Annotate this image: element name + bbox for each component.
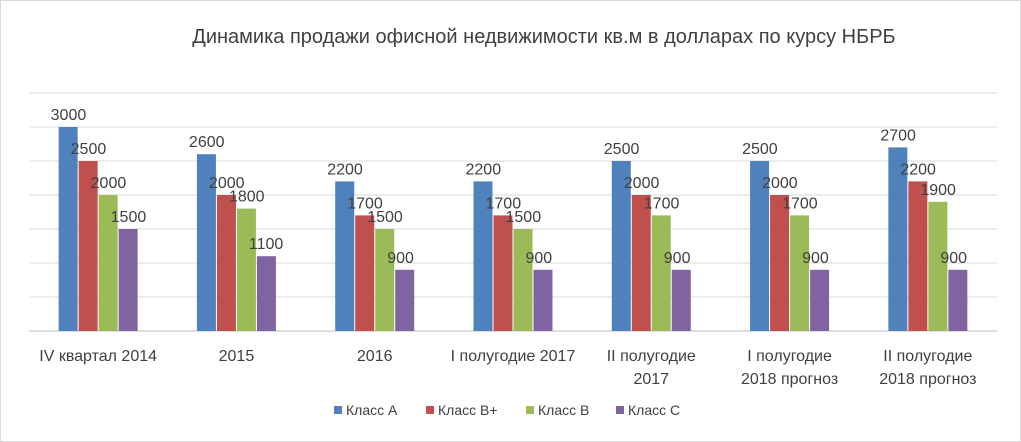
data-label: 2500 [604, 141, 640, 158]
x-tick-label: IV квартал 2014 [39, 348, 157, 365]
x-tick-label: 2016 [357, 348, 393, 365]
data-label: 1500 [367, 209, 403, 226]
x-tick-label: 2018 прогноз [741, 371, 838, 388]
bars [58, 127, 968, 331]
data-label: 900 [940, 250, 967, 267]
x-axis: IV квартал 2014 2015 2016 I полугодие 2017 I… [39, 348, 976, 388]
bar [611, 161, 631, 331]
legend-label: Класс B [538, 402, 589, 418]
bar [908, 181, 928, 331]
bar [58, 127, 78, 331]
bar [216, 195, 236, 331]
legend-label: Класс C [628, 402, 680, 418]
x-tick-label: II полугодие [883, 348, 972, 365]
x-tick-label: 2018 прогноз [879, 371, 976, 388]
data-label: 2500 [71, 141, 107, 158]
bar [631, 195, 651, 331]
data-label: 3000 [51, 107, 87, 124]
legend-swatch [526, 406, 534, 414]
data-label: 1500 [111, 209, 147, 226]
data-label: 900 [664, 250, 691, 267]
bar [375, 229, 395, 331]
bar [533, 269, 553, 331]
bar [473, 181, 493, 331]
gridlines [29, 92, 997, 332]
bar [118, 229, 138, 331]
chart-title: Динамика продажи офисной недвижимости кв… [192, 26, 895, 48]
data-label: 1700 [347, 195, 383, 212]
legend-swatch [426, 406, 434, 414]
data-label: 2200 [466, 161, 502, 178]
data-label: 1700 [486, 195, 522, 212]
data-label: 1500 [506, 209, 542, 226]
data-label: 2000 [91, 175, 127, 192]
data-label: 1100 [249, 236, 284, 253]
bar [355, 215, 375, 331]
x-tick-label: II полугодие [607, 348, 696, 365]
data-label: 2200 [327, 161, 363, 178]
data-label: 2500 [742, 141, 778, 158]
x-tick-label: 2015 [219, 348, 255, 365]
bar [888, 147, 908, 331]
data-label: 1700 [644, 195, 680, 212]
data-label: 900 [387, 250, 414, 267]
data-labels: 3000250020001500260020001800110022001700… [51, 107, 968, 267]
data-label: 1700 [782, 195, 818, 212]
bar [256, 256, 276, 331]
bar [750, 161, 770, 331]
bar [236, 208, 256, 331]
bar [98, 195, 118, 331]
bar [493, 215, 513, 331]
data-label: 900 [526, 250, 553, 267]
bar [651, 215, 671, 331]
data-label: 2000 [209, 175, 245, 192]
bar [810, 269, 830, 331]
bar [78, 161, 98, 331]
legend-swatch [334, 406, 342, 414]
legend: Класс A Класс B+ Класс B Класс C [334, 402, 680, 418]
bar [790, 215, 810, 331]
legend-swatch [616, 406, 624, 414]
x-tick-label: I полугодие [747, 348, 832, 365]
data-label: 900 [802, 250, 829, 267]
data-label: 1900 [920, 182, 956, 199]
data-label: 2000 [624, 175, 660, 192]
bar [928, 201, 948, 331]
legend-label: Класс A [346, 402, 398, 418]
data-label: 2000 [762, 175, 798, 192]
legend-label: Класс B+ [438, 402, 498, 418]
x-tick-label: I полугодие 2017 [451, 348, 576, 365]
data-label: 2200 [900, 161, 936, 178]
x-tick-label: 2017 [633, 371, 669, 388]
bar [335, 181, 355, 331]
bar [513, 229, 533, 331]
bar [395, 269, 415, 331]
bar [671, 269, 691, 331]
bar [770, 195, 790, 331]
data-label: 1800 [229, 189, 265, 206]
data-label: 2600 [189, 134, 225, 151]
data-label: 2700 [880, 127, 916, 144]
bar [196, 154, 216, 331]
bar [948, 269, 968, 331]
